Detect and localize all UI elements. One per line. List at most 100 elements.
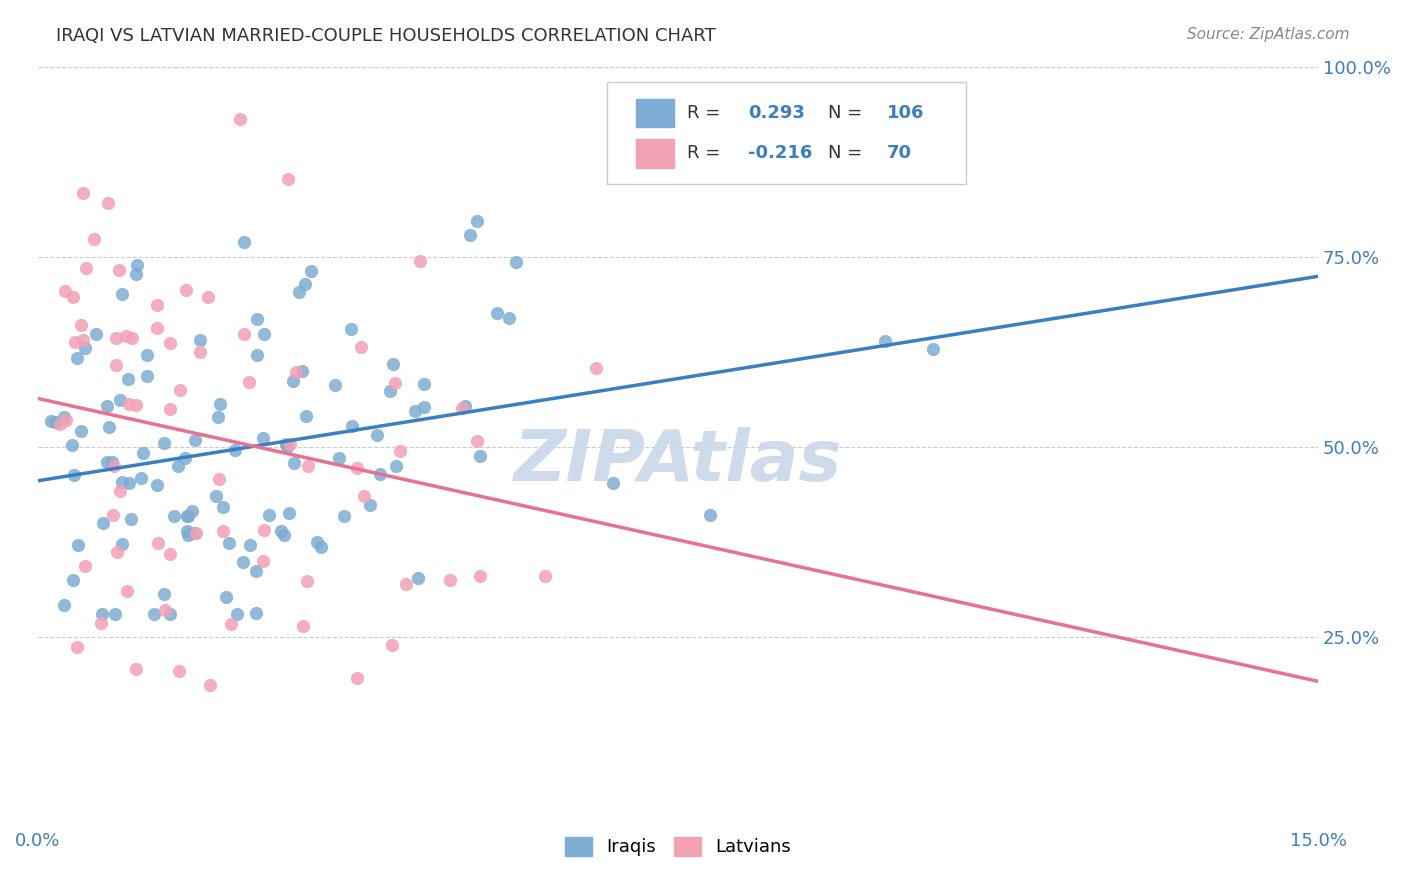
Text: Source: ZipAtlas.com: Source: ZipAtlas.com — [1187, 27, 1350, 42]
Point — [167, 664, 190, 678]
Bar — [636, 139, 673, 168]
Point — [295, 409, 318, 424]
Point — [277, 172, 299, 186]
Point — [108, 484, 131, 499]
Point — [169, 383, 191, 397]
Point — [197, 290, 219, 304]
Point — [75, 341, 97, 355]
Point — [125, 267, 148, 281]
Point — [117, 372, 139, 386]
Point — [246, 348, 269, 362]
Point — [453, 400, 475, 414]
Text: N =: N = — [828, 104, 862, 122]
Point — [177, 508, 200, 523]
Point — [366, 428, 388, 442]
Point — [124, 662, 146, 676]
Point — [103, 459, 125, 474]
Point — [381, 638, 404, 652]
Point — [174, 283, 197, 297]
Point — [104, 331, 127, 345]
Point — [451, 401, 474, 416]
Point — [108, 263, 131, 277]
Point — [111, 286, 134, 301]
Point — [186, 525, 208, 540]
Point — [62, 290, 84, 304]
Point — [52, 598, 75, 612]
Point — [288, 285, 311, 300]
Point — [198, 677, 221, 691]
Point — [246, 311, 269, 326]
Point — [207, 410, 229, 425]
Point — [84, 326, 107, 341]
Point — [143, 607, 166, 621]
Point — [159, 335, 181, 350]
Point — [204, 490, 226, 504]
Legend: Iraqis, Latvians: Iraqis, Latvians — [557, 830, 799, 863]
Point — [188, 333, 211, 347]
Point — [340, 322, 363, 336]
Point — [188, 345, 211, 359]
Point — [159, 401, 181, 416]
Point — [224, 442, 246, 457]
Point — [239, 539, 262, 553]
Point — [283, 456, 305, 470]
Point — [66, 640, 89, 654]
Point — [229, 112, 252, 126]
Point — [232, 555, 254, 569]
Point — [132, 446, 155, 460]
Point — [409, 254, 432, 268]
Point — [346, 671, 368, 685]
FancyBboxPatch shape — [607, 82, 966, 185]
Point — [699, 508, 721, 522]
Point — [384, 458, 406, 473]
Point — [284, 365, 307, 379]
Point — [135, 369, 157, 384]
Point — [211, 524, 233, 538]
Point — [404, 404, 426, 418]
Point — [380, 384, 402, 398]
Point — [226, 607, 249, 621]
Point — [468, 449, 491, 463]
Point — [350, 340, 373, 354]
Text: 0.293: 0.293 — [748, 104, 806, 122]
Point — [245, 606, 267, 620]
Text: -0.216: -0.216 — [748, 145, 813, 162]
Point — [108, 392, 131, 407]
Point — [129, 470, 152, 484]
Point — [278, 436, 301, 450]
Point — [49, 417, 72, 432]
Point — [91, 607, 114, 621]
Point — [277, 506, 299, 520]
Point — [125, 258, 148, 272]
Point — [413, 376, 436, 391]
Point — [295, 574, 318, 588]
Point — [146, 536, 169, 550]
Point — [505, 255, 527, 269]
Point — [104, 607, 127, 621]
Point — [498, 311, 520, 326]
Point — [292, 618, 315, 632]
Point — [153, 436, 176, 450]
Point — [381, 357, 404, 371]
Point — [67, 538, 90, 552]
Text: IRAQI VS LATVIAN MARRIED-COUPLE HOUSEHOLDS CORRELATION CHART: IRAQI VS LATVIAN MARRIED-COUPLE HOUSEHOL… — [56, 27, 716, 45]
Text: 70: 70 — [887, 145, 911, 162]
Point — [176, 524, 198, 538]
Text: R =: R = — [688, 145, 720, 162]
Bar — [636, 98, 673, 128]
Point — [52, 409, 75, 424]
Point — [75, 261, 97, 276]
Point — [534, 569, 557, 583]
Point — [299, 264, 322, 278]
Point — [439, 574, 461, 588]
Point — [66, 351, 89, 366]
Point — [115, 583, 138, 598]
Text: R =: R = — [688, 104, 720, 122]
Point — [252, 431, 274, 445]
Point — [111, 475, 134, 489]
Point — [353, 489, 375, 503]
Point — [219, 616, 242, 631]
Point — [921, 343, 943, 357]
Point — [328, 450, 350, 465]
Point — [63, 335, 86, 350]
